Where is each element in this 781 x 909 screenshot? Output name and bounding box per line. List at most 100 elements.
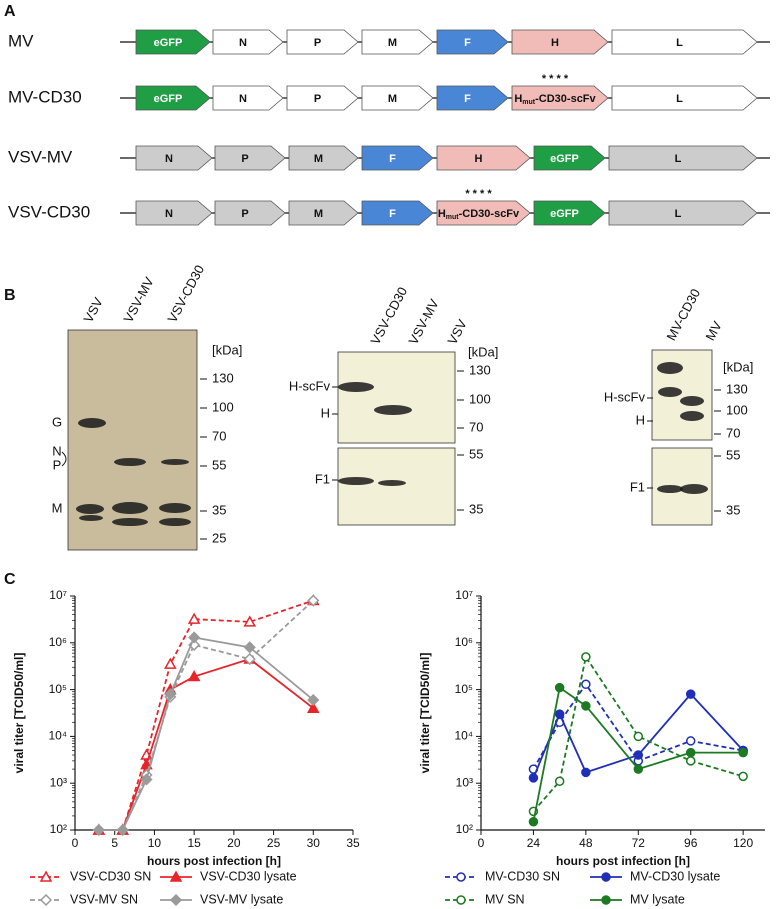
gene-name: H — [551, 37, 559, 49]
panel-label: C — [4, 571, 16, 588]
marker-label: 25 — [212, 530, 226, 545]
gene-label: P — [241, 208, 248, 220]
gene-name: P — [241, 153, 248, 165]
blot-band — [114, 458, 146, 466]
x-tick-label: 15 — [187, 836, 201, 850]
y-tick-label: 10⁷ — [49, 588, 67, 602]
y-tick-label: 10⁶ — [49, 635, 67, 649]
gene-label: H — [551, 37, 559, 49]
blot-band — [657, 362, 683, 374]
gene-name: eGFP — [550, 153, 579, 165]
point — [738, 771, 748, 782]
gene-label: P — [314, 93, 321, 105]
gene-arrow — [511, 29, 609, 55]
gene-name: F — [389, 153, 396, 165]
lane-label: VSV-CD30 — [367, 284, 410, 347]
legend-marker — [456, 872, 466, 882]
blot-band — [76, 504, 104, 514]
marker-label: 35 — [469, 501, 483, 516]
marker-label: 70 — [469, 419, 483, 434]
lane-label: MV-CD30 — [663, 286, 703, 343]
y-axis-title: viral titer [TCID50/ml] — [418, 653, 432, 774]
blot-band — [680, 411, 704, 421]
gene-arrow — [135, 29, 211, 55]
gene-name: P — [241, 208, 248, 220]
marker-label: 130 — [212, 370, 234, 385]
x-tick-label: 24 — [527, 836, 541, 850]
gene-arrow — [361, 85, 434, 111]
gene-name: N — [165, 153, 173, 165]
unit-label: [kDa] — [212, 342, 242, 357]
point — [554, 682, 565, 693]
blot-band — [78, 418, 106, 428]
point — [140, 773, 153, 786]
series-line — [98, 599, 314, 831]
blot-image — [337, 351, 456, 444]
lane-label: VSV — [444, 317, 470, 347]
legend-marker — [601, 895, 611, 905]
gene-arrow — [361, 200, 434, 226]
y-tick-label: 10² — [456, 822, 473, 836]
series-line — [98, 636, 314, 831]
y-tick-label: 10² — [50, 822, 67, 836]
gene-arrow — [135, 200, 213, 226]
gene-label: eGFP — [154, 37, 183, 49]
series-line — [532, 692, 744, 779]
gene-label: L — [675, 153, 682, 165]
marker-label: 55 — [469, 446, 483, 461]
gene-label: N — [239, 93, 247, 105]
construct-name: VSV-CD30 — [8, 202, 90, 221]
gene-name: N — [239, 93, 247, 105]
gene-arrow — [214, 145, 286, 171]
gene-label: M — [314, 153, 323, 165]
gene-name: H — [475, 153, 483, 165]
series-line — [532, 686, 744, 822]
legend-marker — [601, 872, 611, 882]
gene-arrow — [361, 29, 434, 55]
panel-label: A — [4, 3, 16, 20]
point — [633, 731, 644, 742]
gene-name: eGFP — [154, 93, 183, 105]
gene-name: L — [675, 153, 682, 165]
gene-arrow — [533, 200, 606, 226]
x-tick-label: 0 — [72, 836, 79, 850]
gene-label: F — [389, 208, 396, 220]
gene-label: eGFP — [550, 153, 579, 165]
gene-subscript: mut — [522, 99, 536, 106]
gene-name: H — [514, 93, 522, 105]
point — [738, 747, 748, 758]
lane-label: MV — [702, 318, 725, 343]
gene-label: N — [165, 208, 173, 220]
legend-label: VSV-MV lysate — [200, 892, 283, 906]
point — [581, 767, 591, 778]
series-line — [98, 599, 314, 831]
lane-label: VSV-MV — [405, 296, 441, 347]
blot-band — [657, 485, 683, 493]
gene-name: L — [675, 208, 682, 220]
chart: 10² 10³ 10⁴ 10⁵ 10⁶ 10⁷ 0 5 10 15 20 25 30 35 hours po… — [12, 588, 360, 906]
point — [307, 594, 320, 607]
marker-label: 100 — [212, 399, 234, 414]
point — [633, 764, 644, 774]
gene-label: F — [464, 93, 471, 105]
band-label: F1 — [630, 479, 645, 494]
gene-arrow — [533, 145, 606, 171]
blot-band — [680, 484, 708, 494]
blot-band — [161, 459, 189, 465]
point — [554, 776, 565, 787]
construct-name: VSV-MV — [8, 147, 73, 166]
marker-label: 70 — [726, 425, 740, 440]
point — [187, 612, 201, 624]
point — [92, 823, 105, 837]
legend-marker — [39, 893, 53, 907]
gene-arrow — [608, 145, 758, 171]
point — [307, 693, 320, 707]
gene-arrow — [135, 85, 211, 111]
legend-label: VSV-MV SN — [70, 892, 138, 906]
gene-name: F — [464, 37, 471, 49]
gene-arrow — [288, 145, 359, 171]
blot-band — [374, 405, 412, 415]
point — [243, 615, 257, 627]
gene-name: F — [464, 93, 471, 105]
